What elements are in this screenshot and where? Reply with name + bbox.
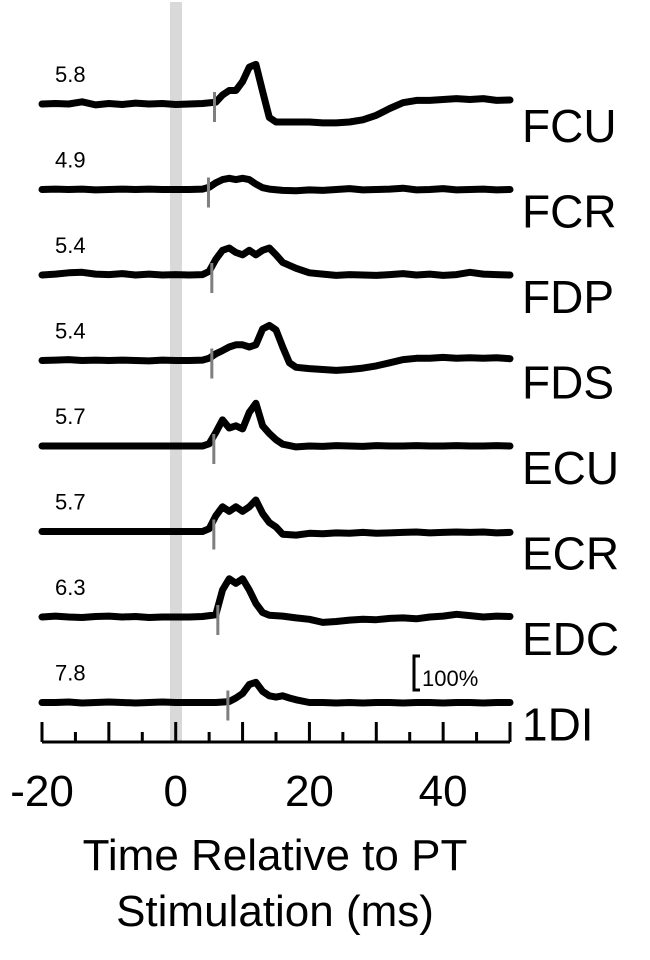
- scale-bar: 100%: [412, 654, 478, 692]
- muscle-label-fds: FDS: [522, 357, 614, 409]
- latency-label-1di: 7.8: [55, 661, 86, 686]
- muscle-label-edc: EDC: [522, 613, 619, 665]
- latency-label-fdp: 5.4: [55, 233, 86, 258]
- muscle-label-1di: 1DI: [522, 699, 594, 751]
- trace-edc: [38, 575, 514, 626]
- latency-label-edc: 6.3: [55, 575, 86, 600]
- trace-ecu: [38, 399, 514, 451]
- trace-row-fdp: 5.4 FDP: [38, 233, 614, 323]
- scale-bar-bracket: [412, 654, 420, 692]
- trace-row-edc: 6.3 EDC: [38, 575, 619, 665]
- latency-label-fcu: 5.8: [55, 62, 86, 87]
- latency-label-fds: 5.4: [55, 319, 86, 344]
- x-tick-label--20: -20: [10, 767, 74, 816]
- muscle-label-fcu: FCU: [522, 100, 617, 152]
- trace-row-fds: 5.4 FDS: [38, 319, 614, 409]
- latency-label-fcr: 4.9: [55, 148, 86, 173]
- muscle-label-fdp: FDP: [522, 271, 614, 323]
- trace-row-ecr: 5.7 ECR: [38, 490, 619, 580]
- x-axis-label-line-2: Stimulation (ms): [116, 887, 434, 936]
- latency-label-ecr: 5.7: [55, 490, 86, 515]
- trace-row-1di: 7.8 1DI: [38, 661, 594, 751]
- x-axis: -20 0 20 40: [10, 722, 512, 816]
- x-tick-label-20: 20: [285, 767, 334, 816]
- trace-row-fcu: 5.8 FCU: [38, 60, 617, 152]
- latency-label-ecu: 5.7: [55, 404, 86, 429]
- trace-row-fcr: 4.9 FCR: [38, 148, 617, 238]
- traces-group: 5.8 FCU 4.9 FCR 5.4 FDP 5.4 FDS 5.7 ECU 5.7 ECR 6.3 E…: [38, 60, 619, 751]
- stimulus-marker: [170, 2, 182, 743]
- trace-ecr: [38, 496, 514, 539]
- x-axis-label-line-1: Time Relative to PT: [83, 831, 468, 880]
- trace-fcr: [38, 174, 514, 195]
- muscle-label-ecr: ECR: [522, 528, 619, 580]
- trace-fcu: [38, 60, 514, 127]
- trace-row-ecu: 5.7 ECU: [38, 399, 619, 494]
- trace-fdp: [38, 244, 514, 279]
- muscle-label-ecu: ECU: [522, 442, 619, 494]
- x-tick-label-0: 0: [163, 767, 187, 816]
- x-tick-label-40: 40: [419, 767, 468, 816]
- scale-bar-label: 100%: [422, 666, 478, 691]
- muscle-label-fcr: FCR: [522, 186, 617, 238]
- trace-1di: [38, 678, 514, 707]
- trace-fds: [38, 321, 514, 374]
